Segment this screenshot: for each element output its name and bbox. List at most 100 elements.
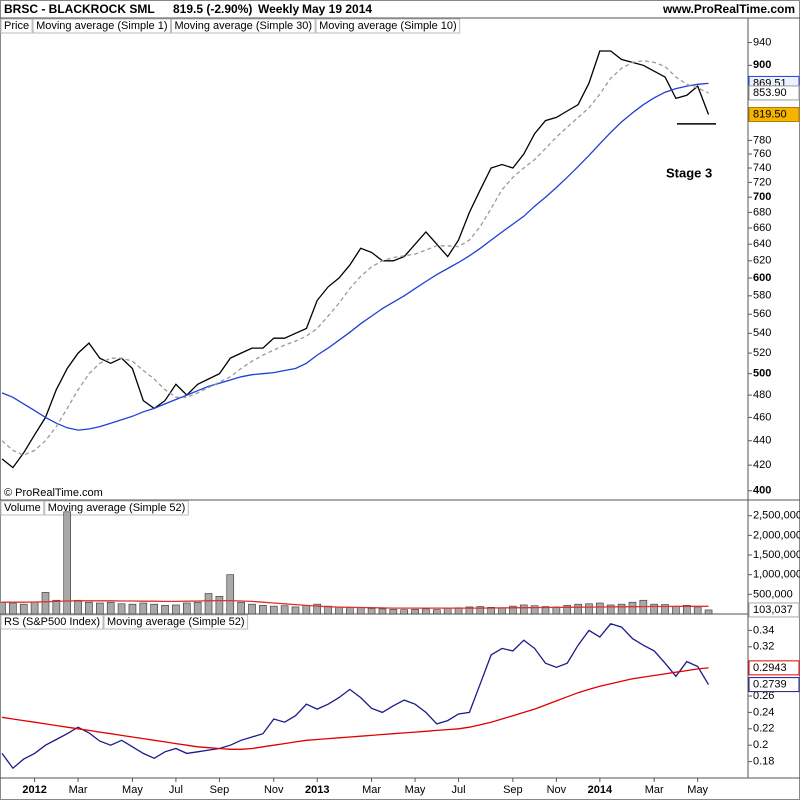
series-line [1,623,710,770]
last-value-box [748,602,800,618]
volume-bar [432,609,441,615]
x-tick-label: Sep [503,784,523,796]
x-tick-label: May [405,784,426,796]
legend-entry: Moving average (Simple 10) [319,20,457,32]
volume-bar [509,605,517,615]
x-tick-label: Jul [452,784,466,796]
volume-bar [291,606,300,615]
volume-bar [541,606,550,615]
volume-bar [693,606,702,615]
y-tick-label: 500 [753,368,771,380]
volume-bar [313,603,322,615]
y-tick-label: 440 [753,435,771,447]
legend-entry: Moving average (Simple 52) [48,502,186,514]
volume-bar [400,609,408,615]
volume-bar [226,574,235,615]
legend-entry-box [103,614,249,630]
volume-bar [63,511,72,615]
volume-bar [606,604,615,615]
y-tick-label: 540 [753,327,771,339]
last-value-label: 0.2739 [753,679,787,691]
y-tick-label: 460 [753,411,771,423]
date: May 19 2014 [302,2,372,16]
x-tick-label: 2013 [305,784,329,796]
x-tick-label: May [122,784,143,796]
volume-bar [378,608,387,615]
last-value-label: 853.90 [753,87,787,99]
legend-entry: Moving average (Simple 1) [36,20,167,32]
x-tick-label: Nov [264,784,284,796]
x-tick-label: Mar [69,784,88,796]
y-tick-label: 940 [753,36,771,48]
legend-entry-box [0,500,45,516]
legend-entry-box [171,18,316,34]
volume-bar [52,599,61,615]
y-tick-label: 780 [753,134,771,146]
volume-bar [356,607,365,615]
legend-entry-box [44,500,189,516]
y-tick-label: 0.2 [753,739,768,751]
legend-entry-box [0,614,104,630]
volume-bar [302,605,311,615]
y-tick-label: 680 [753,206,771,218]
series-line [2,599,709,609]
volume-bar [476,606,485,615]
x-tick-label: 2014 [588,784,613,796]
y-tick-label: 720 [753,176,771,188]
volume-bar [41,592,50,615]
volume-bar [617,603,626,615]
y-tick-label: 2,500,000 [753,510,800,522]
y-tick-label: 580 [753,290,771,302]
source: www.ProRealTime.com [662,2,795,16]
last-value-box [748,677,800,693]
y-tick-label: 400 [753,485,771,497]
y-tick-label: 640 [753,238,771,250]
quote: 819.5 (-2.90%) [173,2,252,16]
y-tick-label: 660 [753,222,771,234]
volume-bar [150,603,158,615]
volume-bar [259,605,267,615]
volume-bar [172,604,180,615]
legend-entry: Moving average (Simple 30) [175,20,313,32]
x-tick-label: 2012 [22,784,46,796]
y-tick-label: 0.26 [753,690,774,702]
volume-bar [139,602,148,615]
volume-bar [683,605,691,615]
legend-label-box [0,18,33,34]
y-tick-label: 0.34 [753,624,774,636]
last-value-label: 0.2943 [753,662,787,674]
x-tick-label: Nov [547,784,567,796]
volume-bar [672,605,680,615]
legend-entry-box [32,18,172,34]
x-tick-label: Mar [362,784,381,796]
volume-bar [106,601,115,615]
y-tick-label: 560 [753,308,771,320]
y-tick-label: 480 [753,389,771,401]
y-tick-label: 1,000,000 [753,569,800,581]
volume-bar [269,605,278,615]
volume-bar [574,603,582,615]
volume-bar [30,601,39,615]
x-tick-label: Mar [645,784,664,796]
y-tick-label: 600 [753,272,771,284]
volume-bar [117,603,126,615]
watermark: © ProRealTime.com [4,487,103,499]
volume-bar [9,602,17,615]
volume-bar [74,599,82,615]
volume-bar [237,601,245,615]
legend-entry-box [315,18,461,34]
volume-bar [215,596,224,615]
x-tick-label: Sep [210,784,230,796]
volume-bar [519,604,528,615]
legend-entry: RS (S&P500 Index) [4,616,100,628]
chart-title: BRSC - BLACKROCK SML [4,2,155,16]
y-tick-label: 0.32 [753,641,774,653]
y-tick-label: 0.18 [753,756,774,768]
last-value-label: 103,037 [753,604,793,616]
volume-bar [650,603,659,615]
y-tick-label: 620 [753,255,771,267]
y-tick-label: 740 [753,162,771,174]
volume-bar [487,607,495,615]
